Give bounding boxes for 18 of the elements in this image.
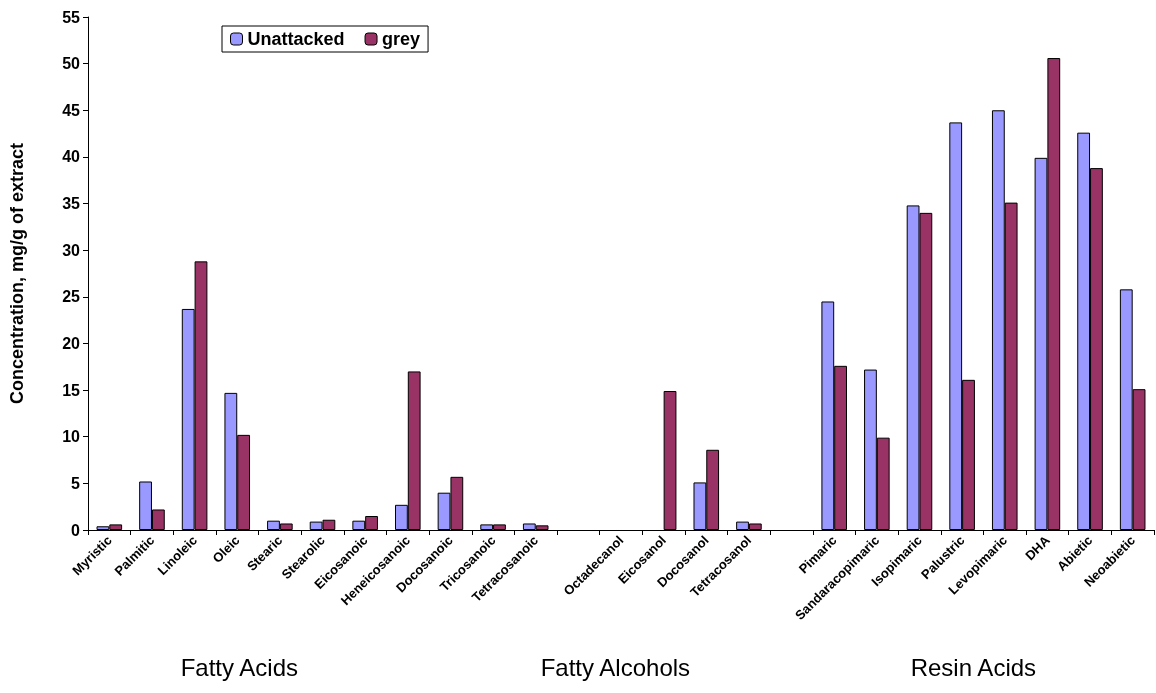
y-tick-label: 50	[62, 55, 81, 73]
y-tick-label: 25	[62, 288, 81, 306]
text: Resin Acids	[910, 653, 1037, 681]
y-tick-label: 20	[62, 334, 81, 352]
y-tick-label: 30	[62, 241, 81, 259]
y-tick-label: 40	[62, 148, 81, 166]
y-tick-label: 0	[71, 521, 81, 539]
legend-label: Unattacked	[247, 29, 345, 49]
text: Fatty Acids	[180, 653, 299, 681]
y-tick-label: 15	[62, 381, 81, 399]
legend-label: grey	[382, 29, 421, 49]
y-axis-title: Concentration, mg/g of extract	[7, 142, 27, 405]
y-tick-label: 5	[71, 474, 81, 492]
y-tick-label: 35	[62, 195, 81, 213]
text: Fatty Alcohols	[540, 653, 691, 681]
y-tick-label: 45	[62, 101, 81, 119]
y-tick-label: 55	[62, 8, 81, 26]
y-tick-label: 10	[62, 428, 81, 446]
